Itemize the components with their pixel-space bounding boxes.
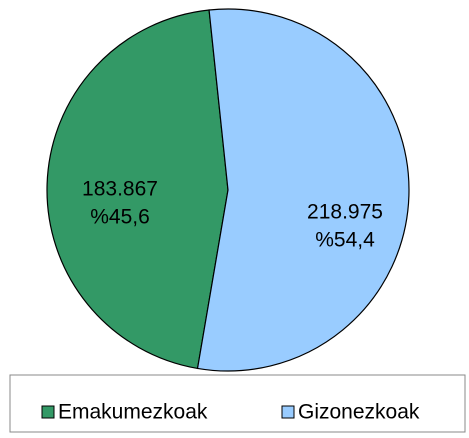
slice-value-label: 183.867 [82, 178, 158, 201]
slice-percent-label: %54,4 [315, 229, 375, 252]
legend-swatch [281, 405, 295, 419]
legend-box [9, 374, 466, 433]
legend-label: Gizonezkoak [298, 401, 420, 424]
slice-percent-label: %45,6 [90, 206, 150, 229]
pie-slice [46, 9, 229, 370]
pie-slice [196, 8, 410, 372]
slice-value-label: 218.975 [307, 201, 383, 224]
legend-label: Emakumezkoak [58, 401, 208, 424]
legend-swatch [41, 405, 55, 419]
